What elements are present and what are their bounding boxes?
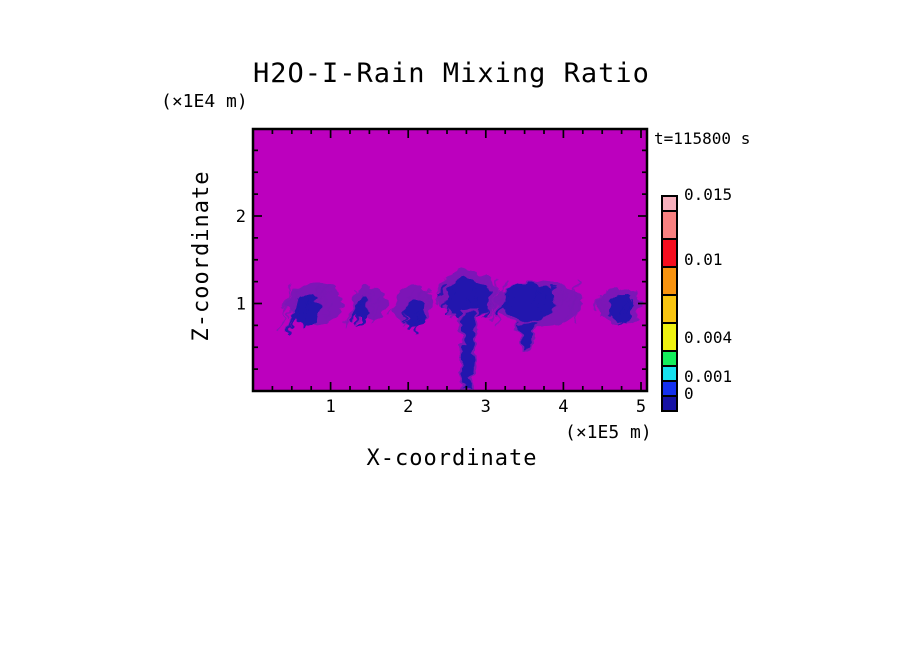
colorbar-tick-label: 0.001	[684, 367, 733, 386]
x-tick-label: 5	[636, 397, 646, 417]
z-axis-unit-label: (×1E4 m)	[161, 91, 248, 112]
colorbar-segment	[661, 210, 678, 240]
colorbar-tick-label: 0	[684, 384, 694, 403]
rain-shaft	[514, 319, 540, 352]
field-background	[253, 129, 647, 391]
rain-shaft	[458, 309, 479, 391]
colorbar-segment	[661, 294, 678, 324]
axis-ticks	[253, 129, 647, 391]
colorbar-segment	[661, 395, 678, 412]
x-tick-label: 3	[481, 397, 491, 417]
colorbar-tick-label: 0.015	[684, 185, 733, 204]
x-axis-unit-label: (×1E5 m)	[565, 422, 652, 443]
chart-title: H2O-I-Rain Mixing Ratio	[253, 58, 650, 89]
x-tick-label: 4	[558, 397, 568, 417]
x-axis-title: X-coordinate	[366, 446, 538, 471]
x-tick-label: 1	[325, 397, 335, 417]
rain-cell	[434, 270, 498, 391]
rain-cell	[389, 284, 433, 334]
colorbar-tick-label: 0.01	[684, 250, 723, 269]
colorbar-segment	[661, 322, 678, 352]
time-stamp-label: t=115800 s	[654, 129, 751, 148]
rain-cell	[490, 279, 583, 352]
rain-cells-layer	[277, 270, 641, 391]
rain-cell	[343, 287, 388, 329]
colorbar-segment	[661, 238, 678, 268]
z-tick-label: 2	[236, 207, 246, 227]
rain-cell	[594, 286, 641, 327]
colorbar-tick-label: 0.004	[684, 328, 733, 347]
colorbar-segment	[661, 266, 678, 296]
rain-cell	[277, 282, 344, 335]
colorbar	[661, 195, 678, 412]
x-tick-label: 2	[403, 397, 413, 417]
z-tick-label: 1	[236, 295, 246, 315]
